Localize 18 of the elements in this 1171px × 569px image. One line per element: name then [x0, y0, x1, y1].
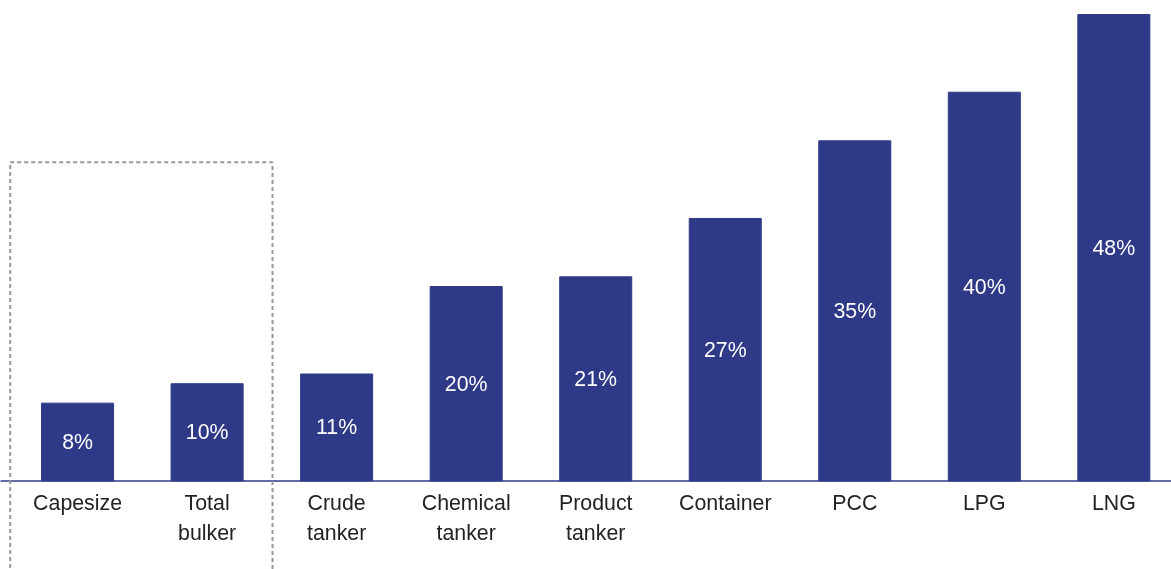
x-tick-label: PCC	[832, 491, 878, 516]
x-tick-label: Capesize	[33, 491, 123, 516]
data-label: 35%	[833, 298, 877, 323]
data-label: 10%	[185, 420, 229, 445]
x-tick-label: LNG	[1091, 491, 1136, 516]
x-tick-label: Total bulker	[178, 491, 237, 546]
x-tick-label: Product tanker	[558, 491, 633, 546]
x-tick-label: Container	[679, 491, 772, 516]
x-tick-label: Crude tanker	[307, 491, 367, 546]
data-label: 40%	[962, 274, 1006, 299]
data-label: 8%	[62, 430, 94, 455]
data-label: 27%	[703, 337, 747, 362]
x-tick-label: Chemical tanker	[421, 491, 511, 546]
data-label: 20%	[444, 371, 488, 396]
x-tick-label: LPG	[962, 491, 1006, 516]
data-label: 21%	[574, 366, 618, 391]
data-label: 48%	[1092, 235, 1136, 260]
data-label: 11%	[316, 415, 358, 440]
